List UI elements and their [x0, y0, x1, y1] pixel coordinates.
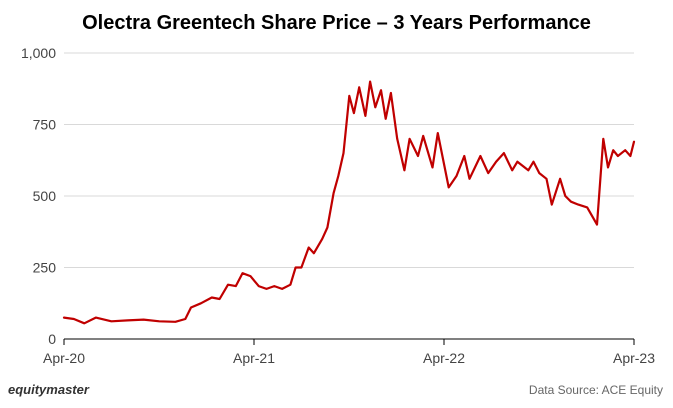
x-tick-label: Apr-22	[423, 350, 465, 366]
share-price-line	[62, 80, 636, 325]
y-tick-label: 500	[33, 188, 57, 204]
y-tick-label: 250	[33, 260, 57, 276]
y-tick-label: 1,000	[21, 45, 56, 61]
data-source-note: Data Source: ACE Equity	[528, 383, 663, 397]
x-tick-label: Apr-23	[613, 350, 655, 366]
x-tick-label: Apr-20	[43, 350, 85, 366]
brand-logo-text: equitymaster	[8, 382, 89, 397]
y-tick-label: 0	[48, 331, 56, 347]
chart-title: Olectra Greentech Share Price – 3 Years …	[82, 12, 591, 34]
x-tick-label: Apr-21	[233, 350, 275, 366]
y-tick-label: 750	[33, 117, 57, 133]
